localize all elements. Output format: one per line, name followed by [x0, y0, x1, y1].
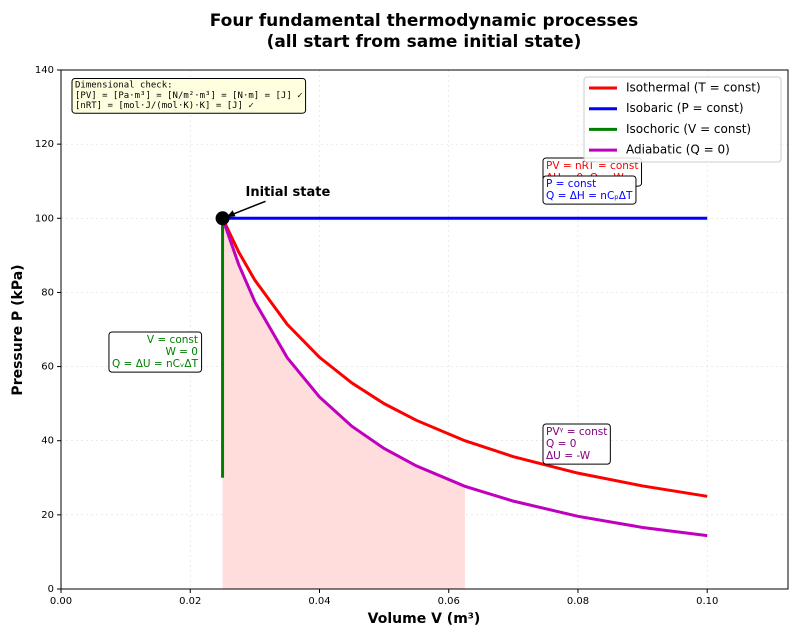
y-tick-label: 100 — [35, 213, 54, 224]
arrow-head — [226, 210, 236, 218]
text-box-line: Q = 0 — [546, 438, 576, 450]
x-tick-label: 0.04 — [308, 596, 330, 607]
text-box-line: P = const — [546, 178, 596, 190]
text-box-line: Dimensional check: — [75, 81, 173, 91]
legend-label: Isothermal (T = const) — [626, 81, 761, 95]
initial-point — [215, 211, 230, 226]
text-box-line: ΔU = -W — [546, 450, 591, 462]
y-tick-label: 80 — [41, 287, 54, 298]
y-tick-label: 0 — [48, 584, 54, 595]
series-line — [221, 217, 708, 498]
plot-frame — [60, 69, 789, 590]
text-box-line: [nRT] = [mol·J/(mol·K)·K] = [J] ✓ — [75, 101, 254, 111]
annotation: Initial state — [246, 185, 331, 200]
chart-subtitle: (all start from same initial state) — [267, 32, 582, 52]
text-box-bg — [108, 331, 203, 373]
x-tick-label: 0.02 — [179, 596, 201, 607]
text-box-line: W = 0 — [165, 346, 198, 358]
y-tick-label: 20 — [41, 510, 54, 521]
text-box-line: PVᵞ = const — [546, 426, 607, 438]
text-box: Dimensional check:[PV] = [Pa·m³] = [N/m²… — [71, 78, 307, 114]
text-box-line: Q = ΔH = nCₚΔT — [546, 190, 633, 202]
x-tick-label: 0.08 — [567, 596, 589, 607]
legend-label: Isochoric (V = const) — [626, 122, 751, 136]
chart-title: Four fundamental thermodynamic processes — [210, 11, 639, 31]
text-box-line: PV = nRT = const — [546, 160, 639, 172]
legend-label: Isobaric (P = const) — [626, 101, 744, 115]
y-tick-label: 140 — [35, 65, 54, 76]
text-box-line: [PV] = [Pa·m³] = [N/m²·m³] = [N·m] = [J]… — [75, 91, 303, 101]
shaded-area — [222, 218, 465, 590]
legend-box — [583, 76, 782, 163]
y-axis-label: Pressure P (kPa) — [10, 264, 26, 395]
x-tick-label: 0.00 — [50, 596, 72, 607]
y-tick-label: 40 — [41, 436, 54, 447]
x-tick-label: 0.06 — [438, 596, 460, 607]
y-tick-label: 60 — [41, 362, 54, 373]
text-box-bg — [542, 175, 637, 205]
y-tick-label: 120 — [35, 139, 54, 150]
legend: Isothermal (T = const) Isobaric (P = cons… — [583, 76, 782, 163]
text-box-line: Q = ΔU = nCᵥΔT — [112, 358, 199, 370]
x-axis-label: Volume V (m³) — [368, 611, 481, 627]
text-box-line: V = const — [147, 334, 198, 346]
text-box-bg — [71, 78, 307, 114]
series-line — [221, 217, 708, 538]
x-tick-label: 0.10 — [696, 596, 718, 607]
text-box-bg — [542, 423, 611, 465]
legend-label: Adiabatic (Q = 0) — [626, 143, 730, 157]
